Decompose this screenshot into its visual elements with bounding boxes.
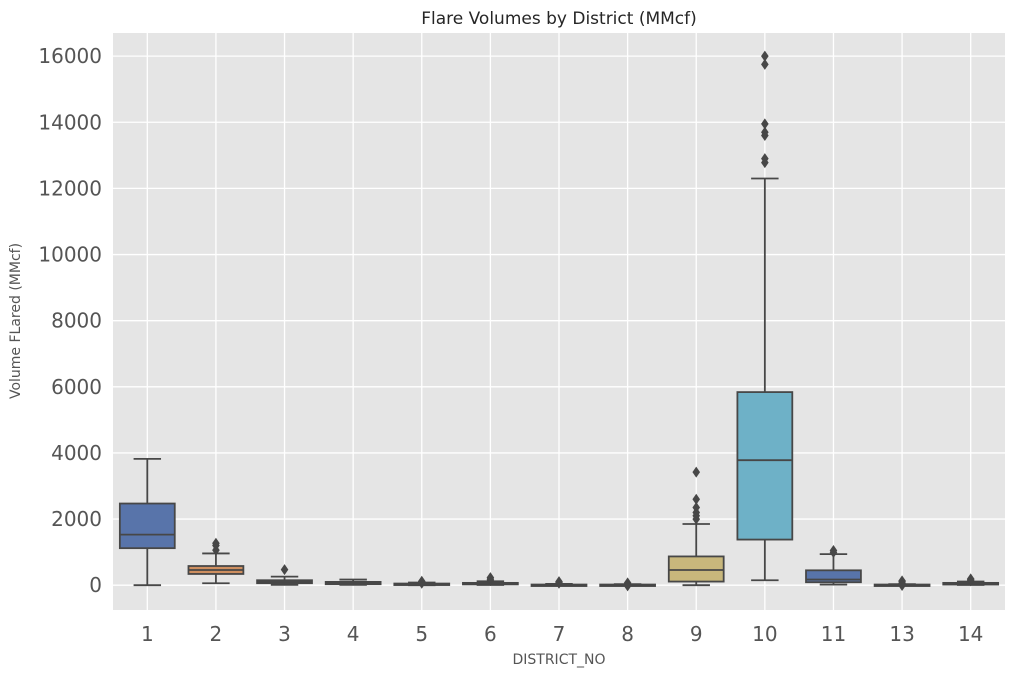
outlier-point: [761, 153, 769, 165]
y-tick-label: 6000: [51, 375, 102, 399]
x-tick-label: 11: [821, 622, 846, 646]
y-tick-label: 0: [89, 573, 102, 597]
x-tick-label: 13: [889, 622, 914, 646]
x-tick-label: 10: [752, 622, 777, 646]
y-tick-label: 10000: [38, 243, 102, 267]
outlier-point: [761, 50, 769, 62]
x-tick-label: 7: [553, 622, 566, 646]
y-axis-label: Volume FLared (MMcf): [8, 243, 24, 399]
y-tick-label: 4000: [51, 441, 102, 465]
outlier-point: [761, 126, 769, 138]
x-tick-label: 3: [278, 622, 291, 646]
outlier-point: [829, 544, 838, 556]
box-6: [462, 572, 519, 587]
box-5: [393, 575, 451, 589]
box-body: [667, 555, 725, 583]
outlier-point: [692, 493, 701, 505]
chart-title: Flare Volumes by District (MMcf): [421, 9, 697, 29]
box-10: [736, 50, 794, 582]
outlier-point: [898, 580, 906, 592]
outlier-point: [212, 537, 220, 549]
box-3: [256, 564, 313, 586]
y-tick-label: 8000: [51, 309, 102, 333]
box-group: [118, 50, 1000, 592]
outlier-point: [761, 58, 769, 70]
x-tick-label: 8: [621, 622, 634, 646]
outlier-point: [555, 576, 563, 588]
y-axis-ticks: 0 2000 4000 6000 8000 10000 12000 14000 16000: [38, 44, 102, 597]
x-tick-label: 14: [958, 622, 983, 646]
x-axis-ticks: 1 2 3 4 5 6 7 8 9 10 11 13 14: [141, 622, 983, 646]
grid-lines: [113, 33, 1005, 610]
outlier-point: [692, 501, 701, 513]
box-body: [736, 391, 794, 541]
y-tick-label: 2000: [51, 507, 102, 531]
x-tick-label: 9: [690, 622, 703, 646]
box-14: [942, 573, 1000, 587]
box-4: [324, 578, 382, 586]
x-tick-label: 6: [484, 622, 497, 646]
x-tick-label: 2: [210, 622, 223, 646]
box-9: [667, 466, 725, 587]
outlier-point: [966, 573, 975, 585]
outlier-point: [417, 575, 426, 587]
box-13: [873, 575, 931, 592]
outlier-point: [623, 580, 632, 592]
y-tick-label: 12000: [38, 176, 102, 200]
outlier-point: [486, 572, 495, 584]
box-7: [530, 576, 588, 589]
box-2: [187, 537, 245, 585]
x-tick-label: 4: [347, 622, 360, 646]
outlier-point: [280, 564, 289, 576]
y-tick-label: 16000: [38, 44, 102, 68]
box-8: [599, 577, 656, 592]
box-body: [118, 502, 176, 550]
box-11: [805, 544, 862, 586]
box-1: [118, 457, 176, 587]
y-tick-label: 14000: [38, 110, 102, 134]
x-axis-label: DISTRICT_NO: [512, 652, 605, 668]
outlier-point: [692, 466, 701, 478]
x-tick-label: 1: [141, 622, 154, 646]
outlier-point: [761, 118, 769, 130]
x-tick-label: 5: [415, 622, 428, 646]
box-body: [805, 569, 862, 584]
